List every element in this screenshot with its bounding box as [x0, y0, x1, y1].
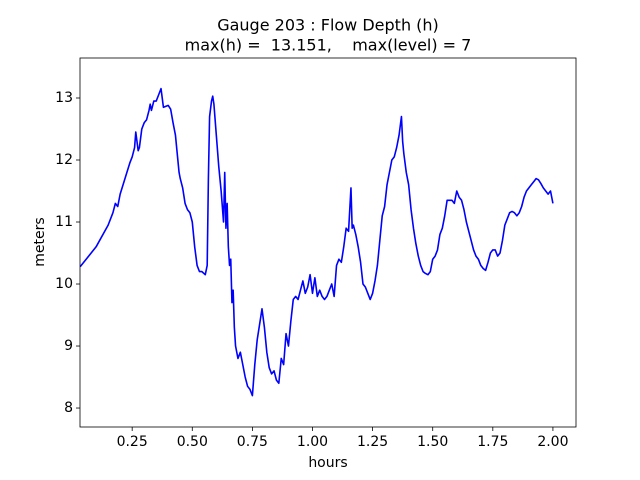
x-tick-label: 0.75 — [237, 434, 268, 450]
x-tick-label: 1.25 — [357, 434, 388, 450]
x-tick-label: 1.00 — [297, 434, 328, 450]
chart-subtitle: max(h) = 13.151, max(level) = 7 — [185, 36, 472, 55]
x-tick-label: 1.75 — [477, 434, 508, 450]
axes-frame — [79, 57, 577, 428]
x-tick-label: 0.50 — [177, 434, 208, 450]
x-tick-label: 1.50 — [417, 434, 448, 450]
chart-title: Gauge 203 : Flow Depth (h) — [217, 16, 439, 35]
data-line — [80, 87, 554, 397]
y-tick-label: 8 — [64, 400, 73, 416]
y-tick-label: 11 — [55, 214, 73, 230]
x-axis-label: hours — [308, 455, 347, 471]
y-tick-label: 9 — [64, 338, 73, 354]
x-tick-label: 0.25 — [117, 434, 148, 450]
y-tick-label: 12 — [55, 152, 73, 168]
y-tick-label: 10 — [55, 276, 73, 292]
y-tick-label: 13 — [55, 90, 73, 106]
y-axis-label: meters — [32, 217, 48, 266]
x-tick-label: 2.00 — [537, 434, 568, 450]
